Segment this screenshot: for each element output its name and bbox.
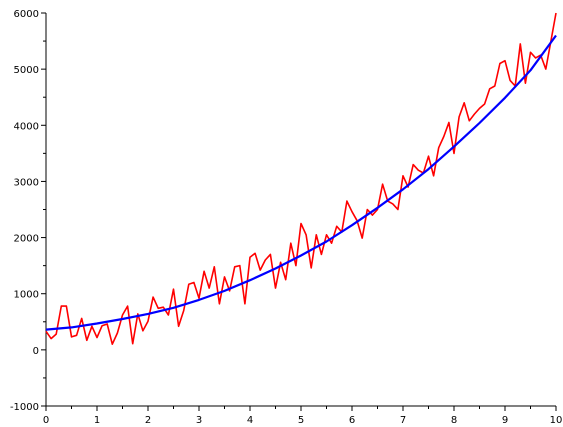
x-tick-label: 5 (298, 415, 304, 426)
x-tick-label: 9 (502, 415, 508, 426)
y-tick-label: 1000 (14, 290, 39, 301)
y-tick-label: 5000 (14, 65, 39, 76)
y-tick-label: 2000 (14, 234, 39, 245)
x-tick-label: 0 (43, 415, 49, 426)
y-tick-label: -1000 (10, 402, 39, 413)
x-tick-label: 10 (550, 415, 563, 426)
series-line-red (45, 12, 557, 346)
y-tick-label: 0 (33, 346, 39, 357)
x-tick-label: 2 (145, 415, 151, 426)
tick-labels: 0 1 2 3 4 5 6 7 8 9 10 -1000 0 1000 2000 3000 4000 5000 60… (10, 9, 562, 426)
series-layer (45, 12, 557, 346)
y-tick-label: 3000 (14, 177, 39, 188)
x-tick-label: 6 (349, 415, 355, 426)
x-tick-label: 8 (451, 415, 457, 426)
y-tick-label: 4000 (14, 121, 39, 132)
x-tick-label: 3 (196, 415, 202, 426)
x-tick-label: 4 (247, 415, 253, 426)
series-line-blue (45, 34, 557, 331)
y-tick-label: 6000 (14, 9, 39, 20)
x-tick-label: 1 (94, 415, 100, 426)
x-tick-label: 7 (400, 415, 406, 426)
plot-area (46, 13, 556, 406)
tick-marks (41, 12, 557, 411)
